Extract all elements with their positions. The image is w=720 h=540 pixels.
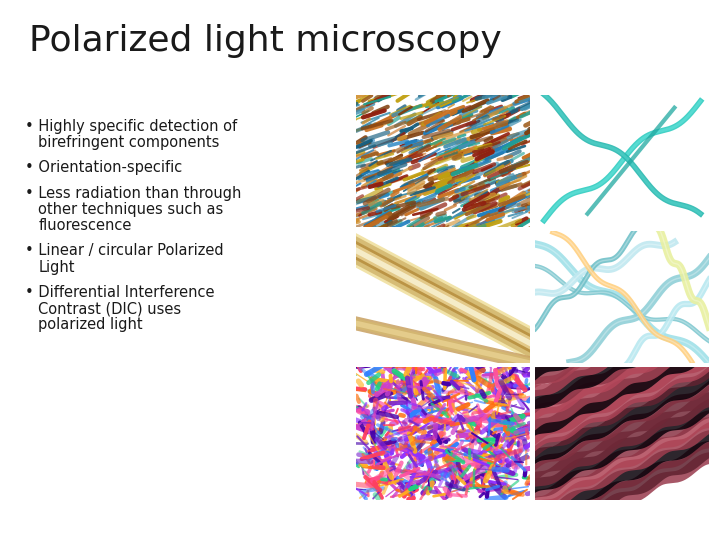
Text: Light: Light xyxy=(38,260,75,274)
Text: • Less radiation than through: • Less radiation than through xyxy=(25,186,242,200)
Text: Contrast (DIC) uses: Contrast (DIC) uses xyxy=(38,301,181,316)
Text: fluorescence: fluorescence xyxy=(38,218,132,233)
Text: Polarized light microscopy: Polarized light microscopy xyxy=(29,24,502,58)
Text: • Linear / circular Polarized: • Linear / circular Polarized xyxy=(25,244,224,258)
Text: • Orientation-specific: • Orientation-specific xyxy=(25,160,182,176)
Text: birefringent components: birefringent components xyxy=(38,135,220,150)
Text: • Highly specific detection of: • Highly specific detection of xyxy=(25,119,238,134)
Text: • Differential Interference: • Differential Interference xyxy=(25,285,215,300)
Text: other techniques such as: other techniques such as xyxy=(38,202,223,217)
Text: polarized light: polarized light xyxy=(38,318,143,332)
